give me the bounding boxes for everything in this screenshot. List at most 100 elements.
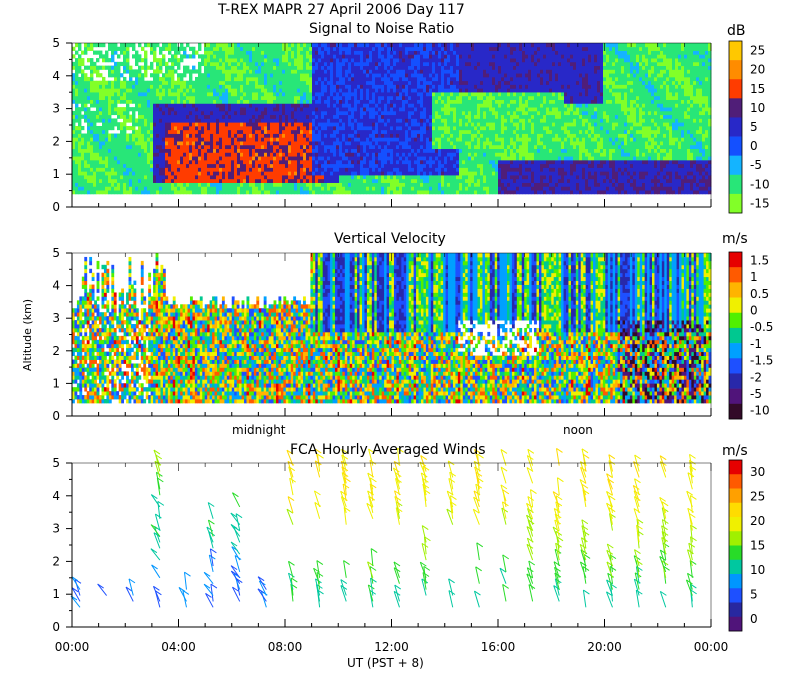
snr-cell: [435, 167, 439, 172]
snr-cell: [393, 107, 397, 112]
snr-cell: [297, 84, 301, 89]
snr-cell: [81, 159, 85, 165]
snr-cell: [231, 103, 235, 108]
snr-cell: [78, 186, 82, 191]
snr-cell: [327, 99, 331, 104]
snr-cell: [240, 141, 244, 146]
snr-cell: [225, 148, 229, 153]
snr-cell: [171, 190, 175, 195]
snr-cell: [219, 88, 223, 93]
snr-cell: [375, 84, 379, 89]
snr-cell: [378, 110, 382, 116]
snr-cell: [318, 95, 322, 100]
snr-cell: [249, 175, 253, 180]
snr-cell: [213, 144, 217, 150]
snr-cell: [177, 88, 181, 93]
snr-cell: [303, 58, 307, 63]
snr-cell: [399, 103, 403, 108]
snr-cell: [327, 92, 331, 97]
snr-cell: [303, 144, 307, 150]
snr-cell: [339, 182, 343, 187]
snr-cell: [99, 80, 103, 85]
snr-cell: [432, 73, 436, 78]
snr-cell: [129, 148, 133, 153]
snr-cell: [249, 95, 253, 100]
snr-cell: [453, 141, 457, 146]
snr-cell: [444, 118, 448, 123]
snr-cell: [441, 125, 445, 131]
snr-cell: [123, 144, 127, 150]
snr-cell: [168, 156, 172, 161]
snr-cell: [324, 118, 328, 123]
snr-cell: [318, 73, 322, 78]
snr-cell: [309, 114, 313, 119]
snr-cell: [453, 156, 457, 161]
snr-cell: [165, 167, 169, 172]
snr-cell: [225, 103, 229, 108]
snr-cell: [396, 103, 400, 108]
snr-cell: [318, 148, 322, 153]
snr-cell: [348, 125, 352, 131]
snr-cell: [399, 69, 403, 74]
snr-cell: [297, 152, 301, 157]
snr-cell: [405, 103, 409, 108]
snr-cell: [156, 167, 160, 172]
snr-cell: [219, 159, 223, 165]
snr-cell: [441, 129, 445, 134]
snr-cell: [444, 159, 448, 165]
snr-cell: [156, 159, 160, 165]
snr-cell: [267, 122, 271, 127]
snr-cell: [279, 144, 283, 150]
snr-cell: [90, 103, 94, 108]
snr-cell: [198, 163, 202, 168]
snr-cell: [321, 144, 325, 150]
snr-cell: [219, 80, 223, 85]
snr-cell: [324, 50, 328, 55]
snr-cell: [228, 110, 232, 116]
snr-cell: [120, 88, 124, 93]
snr-cell: [417, 129, 421, 134]
snr-cell: [438, 107, 442, 112]
snr-cell: [405, 50, 409, 55]
snr-cell: [294, 148, 298, 153]
snr-cell: [87, 178, 91, 183]
snr-cell: [387, 107, 391, 112]
snr-cell: [219, 171, 223, 176]
snr-cell: [183, 182, 187, 187]
snr-cell: [312, 99, 316, 104]
snr-cell: [195, 148, 199, 153]
snr-cell: [330, 129, 334, 134]
snr-cell: [171, 107, 175, 112]
snr-cell: [183, 107, 187, 112]
snr-cell: [315, 92, 319, 97]
snr-cell: [315, 80, 319, 85]
snr-cell: [429, 65, 433, 70]
snr-cell: [435, 118, 439, 123]
snr-cell: [135, 182, 139, 187]
snr-cell: [147, 178, 151, 183]
snr-cell: [147, 141, 151, 146]
snr-cell: [201, 88, 205, 93]
snr-cell: [261, 92, 265, 97]
snr-cell: [411, 178, 415, 183]
snr-cell: [453, 69, 457, 74]
snr-cell: [117, 46, 121, 51]
snr-cell: [339, 110, 343, 116]
snr-cell: [144, 65, 148, 70]
snr-cell: [414, 190, 418, 195]
snr-cell: [264, 65, 268, 70]
snr-cell: [81, 190, 85, 195]
snr-cell: [183, 167, 187, 172]
snr-cell: [456, 178, 460, 183]
snr-cell: [456, 167, 460, 172]
snr-cell: [429, 159, 433, 165]
snr-cell: [240, 182, 244, 187]
snr-cell: [417, 144, 421, 150]
snr-cell: [105, 156, 109, 161]
snr-cell: [117, 178, 121, 183]
snr-cell: [300, 152, 304, 157]
snr-cell: [348, 107, 352, 112]
snr-cell: [456, 80, 460, 85]
snr-cell: [186, 171, 190, 176]
snr-cell: [234, 137, 238, 142]
